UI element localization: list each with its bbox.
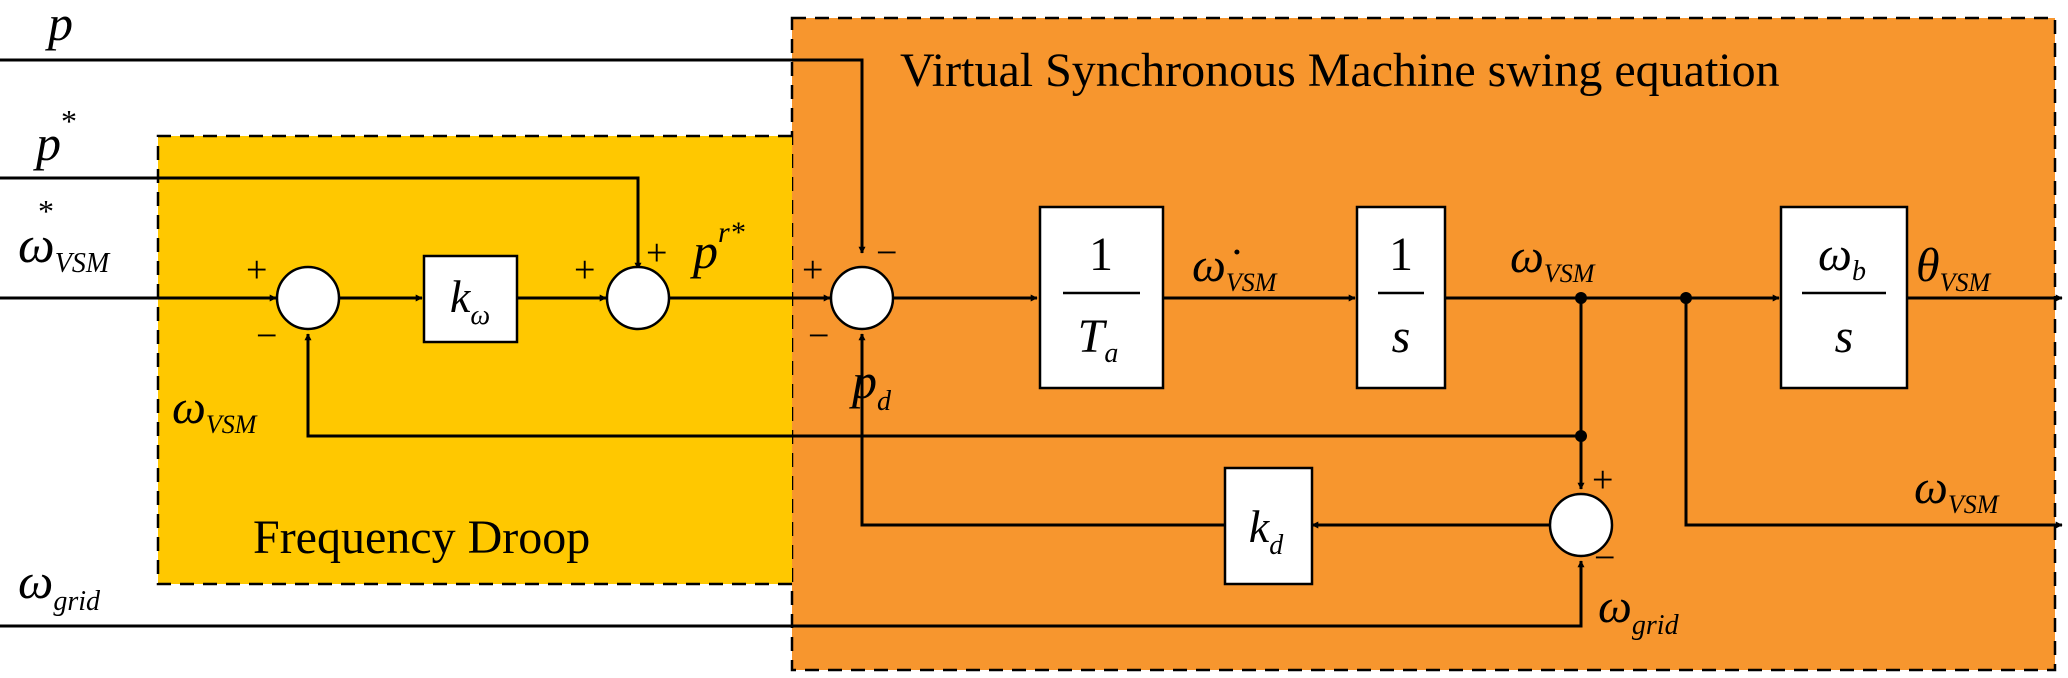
- p-input-label: p: [45, 0, 73, 51]
- frequency-droop-border: [156, 134, 792, 586]
- plus-sign: +: [646, 232, 667, 274]
- minus-sign: −: [1594, 537, 1615, 579]
- inertia-numerator: 1: [1089, 228, 1113, 281]
- damping-sum-junction: [1548, 492, 1614, 558]
- junction-signs: + − + + + − − + −: [246, 232, 1615, 579]
- omega-b-denominator: s: [1835, 310, 1854, 363]
- droop-region-label: Frequency Droop: [253, 511, 590, 564]
- integrator-denominator: s: [1392, 310, 1411, 363]
- inertia-denominator: Ta: [1078, 310, 1119, 369]
- vsm-region-label: Virtual Synchronous Machine swing equati…: [900, 44, 1780, 97]
- omega-grid-label: ωgrid: [1598, 580, 1680, 641]
- signal-wires: [0, 58, 2063, 628]
- minus-sign: −: [808, 315, 829, 357]
- plus-sign: +: [246, 249, 267, 291]
- junction-dot: [1680, 292, 1692, 304]
- plus-sign: +: [1592, 459, 1613, 501]
- omega-vsm-feedback-label: ωVSM: [172, 381, 258, 439]
- droop-sum-junction: [275, 265, 341, 331]
- p-star-input-label: p*: [33, 103, 77, 171]
- power-sum-junction: [605, 265, 671, 331]
- frequency-droop-region: [158, 136, 792, 584]
- inertia-block: [1038, 205, 1165, 390]
- omega-vsm-output-label: ωVSM: [1914, 461, 2000, 519]
- k-d-label: kd: [1249, 501, 1284, 561]
- swing-sum-junction: [829, 265, 895, 331]
- minus-sign: −: [876, 232, 897, 274]
- p-d-label: pd: [849, 353, 892, 417]
- integrator-block: [1355, 205, 1447, 390]
- omega-b-over-s-block: [1779, 205, 1909, 390]
- k-omega-label: kω: [450, 271, 490, 331]
- omega-star-label: ωVSM: [18, 217, 111, 279]
- plus-sign: +: [574, 249, 595, 291]
- omega-b-numerator: ωb: [1818, 228, 1866, 287]
- omega-star-superscript: *: [38, 193, 54, 229]
- omega-grid-input-label: ωgrid: [18, 553, 101, 617]
- integrator-numerator: 1: [1389, 228, 1413, 281]
- plus-sign: +: [802, 249, 823, 291]
- junction-dot: [1575, 292, 1587, 304]
- k-d-gain-block: [1223, 466, 1314, 586]
- omega-vsm-label: ωVSM: [1510, 230, 1596, 288]
- k-omega-gain-block: [422, 254, 519, 344]
- minus-sign: −: [256, 315, 277, 357]
- p-r-star-label: pr*: [690, 216, 745, 279]
- theta-vsm-label: θVSM: [1916, 239, 1991, 297]
- junction-dot: [1575, 430, 1587, 442]
